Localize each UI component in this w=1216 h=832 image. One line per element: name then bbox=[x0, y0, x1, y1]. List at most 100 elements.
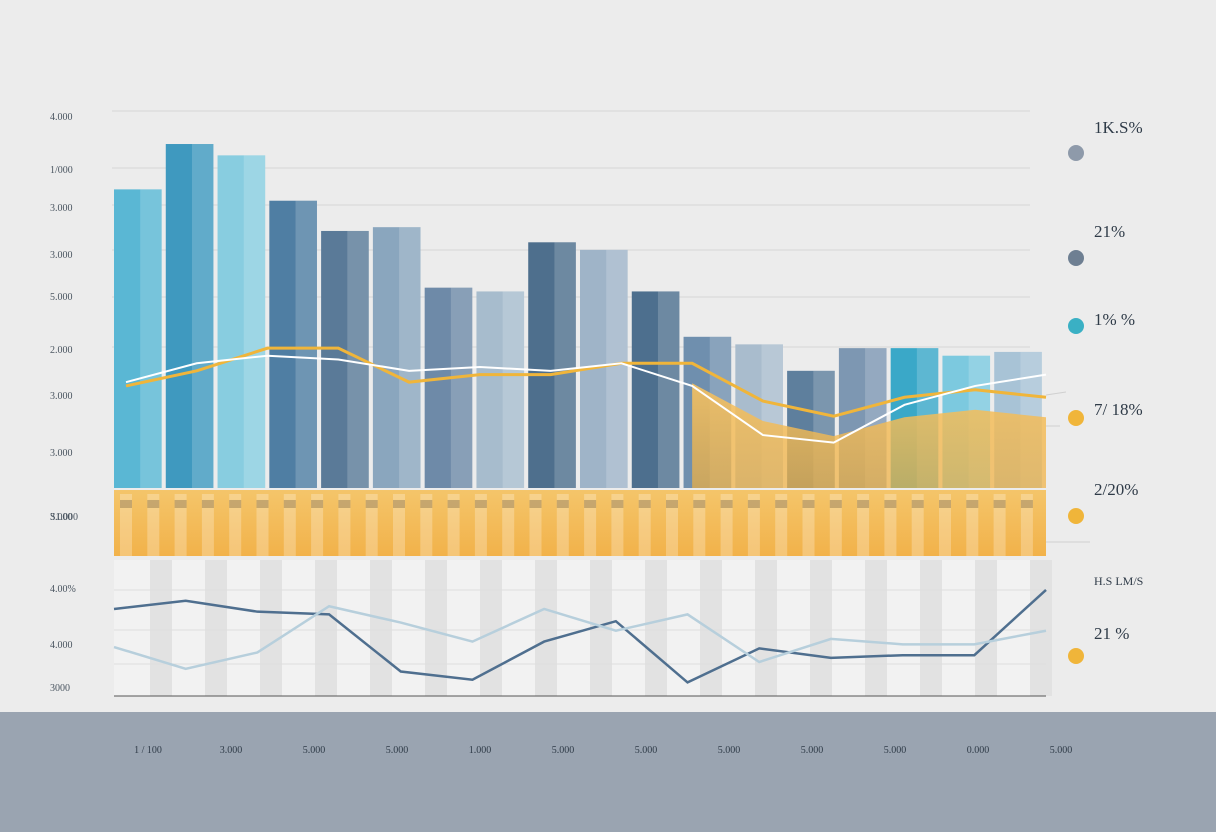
strip-tick-5 bbox=[256, 500, 269, 508]
bar-3 bbox=[269, 200, 317, 488]
lower-col-0 bbox=[150, 560, 172, 696]
footer-col-9: 5.000 bbox=[767, 745, 857, 756]
strip-tick-25 bbox=[802, 500, 815, 508]
strip-col-28 bbox=[884, 494, 897, 556]
footer-col-8: 5.000 bbox=[684, 745, 774, 756]
strip-col-33 bbox=[1020, 494, 1033, 556]
strip-col-0 bbox=[120, 494, 132, 556]
lower-col-10 bbox=[700, 560, 722, 696]
lower-col-4 bbox=[370, 560, 392, 696]
legend-pct: 1% % bbox=[1094, 310, 1136, 329]
strip-tick-22 bbox=[720, 500, 733, 508]
bar-6 bbox=[424, 287, 473, 488]
lower-col-12 bbox=[810, 560, 832, 696]
y-label-5: 2.000 bbox=[50, 345, 73, 356]
footer-col-3: 5.000 bbox=[269, 745, 359, 756]
y-label-0: 4.000 bbox=[50, 112, 73, 123]
y-label-1: 1/000 bbox=[50, 165, 73, 176]
strip-col-12 bbox=[447, 494, 460, 556]
strip-tick-32 bbox=[993, 500, 1006, 508]
strip-tick-30 bbox=[939, 500, 951, 508]
legend-dot bbox=[1068, 145, 1084, 161]
footer-col-header: 1.000 bbox=[468, 745, 492, 756]
footer-col-11: 0.000 bbox=[933, 745, 1023, 756]
strip-tick-23 bbox=[747, 500, 760, 508]
strip-tick-7 bbox=[311, 500, 324, 508]
bar-highlight-1 bbox=[191, 144, 214, 488]
lower-grid bbox=[114, 589, 1046, 665]
strip-tick-9 bbox=[365, 500, 378, 508]
strip-tick-13 bbox=[474, 500, 487, 508]
strip-col-25 bbox=[802, 494, 815, 556]
strip-tick-0 bbox=[120, 500, 132, 508]
lower-col-11 bbox=[755, 560, 777, 696]
footer-col-10: 5.000 bbox=[850, 745, 940, 756]
strip-col-26 bbox=[829, 494, 842, 556]
strip-tick-28 bbox=[884, 500, 897, 508]
bar-highlight-6 bbox=[450, 287, 473, 488]
lower-col-7 bbox=[535, 560, 557, 696]
strip-col-17 bbox=[584, 494, 597, 556]
strip-tick-18 bbox=[611, 500, 624, 508]
lower-col-16 bbox=[1030, 560, 1052, 696]
footer-col-6: 5.000 bbox=[518, 745, 608, 756]
footer-col-header: 3.000 bbox=[219, 745, 243, 756]
legend-dot bbox=[1068, 410, 1084, 426]
strip-col-5 bbox=[256, 494, 269, 556]
legend-dot bbox=[1068, 508, 1084, 524]
legend-pct: 7/ 18% bbox=[1094, 400, 1143, 419]
footer-col-header: 5.000 bbox=[800, 745, 824, 756]
bar-highlight-10 bbox=[657, 291, 680, 488]
strip-tick-10 bbox=[393, 500, 405, 508]
strip-columns bbox=[120, 494, 1033, 556]
legend-connectors bbox=[1045, 391, 1090, 543]
legend-pct: 1K.S% bbox=[1094, 118, 1143, 137]
footer-col-header: 5.000 bbox=[551, 745, 575, 756]
strip-col-10 bbox=[393, 494, 405, 556]
strip-tick-14 bbox=[502, 500, 515, 508]
footer-col-header: 5.000 bbox=[634, 745, 658, 756]
strip-col-8 bbox=[338, 494, 351, 556]
strip-col-19 bbox=[638, 494, 651, 556]
strip-tick-33 bbox=[1020, 500, 1033, 508]
line-series-1 bbox=[125, 354, 1047, 444]
y-label-2: 3.000 bbox=[50, 203, 73, 214]
lower-col-15 bbox=[975, 560, 997, 696]
lower-col-13 bbox=[865, 560, 887, 696]
strip-tick-8 bbox=[338, 500, 351, 508]
lower-columns bbox=[150, 560, 1052, 696]
bar-highlight-8 bbox=[554, 242, 576, 488]
strip-tick-4 bbox=[229, 500, 242, 508]
strip-tick-24 bbox=[775, 500, 788, 508]
strip-col-1 bbox=[147, 494, 160, 556]
bar-5 bbox=[372, 227, 421, 488]
lower-col-1 bbox=[205, 560, 227, 696]
strip-tick-21 bbox=[693, 500, 706, 508]
y-label-3: 3.000 bbox=[50, 250, 73, 261]
bar-highlight-2 bbox=[243, 155, 266, 489]
bar-7 bbox=[476, 291, 525, 488]
footer-col-7: 5.000 bbox=[601, 745, 691, 756]
strip-col-23 bbox=[747, 494, 760, 556]
footer-col-5: 1.000 bbox=[435, 745, 525, 756]
strip-col-11 bbox=[420, 494, 433, 556]
y-label-9: 4.00% bbox=[50, 584, 76, 595]
legend-dot bbox=[1068, 250, 1084, 266]
lower-panel bbox=[114, 560, 1046, 696]
strip-tick-19 bbox=[638, 500, 651, 508]
y-label-10: 4.000 bbox=[50, 640, 73, 651]
legend-pct: H.S LM/S bbox=[1094, 574, 1144, 588]
bar-highlight-4 bbox=[347, 230, 369, 488]
y-label-6: 3.000 bbox=[50, 391, 73, 402]
bar-highlight-3 bbox=[295, 200, 317, 488]
footer-col-header: 5.000 bbox=[883, 745, 907, 756]
strip-tick-16 bbox=[556, 500, 569, 508]
footer-col-header: 1 / 100 bbox=[134, 745, 162, 756]
bar-highlight-0 bbox=[140, 189, 162, 488]
strip-col-2 bbox=[174, 494, 187, 556]
strip-col-29 bbox=[911, 494, 924, 556]
orange-strip bbox=[114, 490, 1046, 556]
strip-tick-20 bbox=[666, 500, 678, 508]
bar-10 bbox=[631, 291, 680, 488]
